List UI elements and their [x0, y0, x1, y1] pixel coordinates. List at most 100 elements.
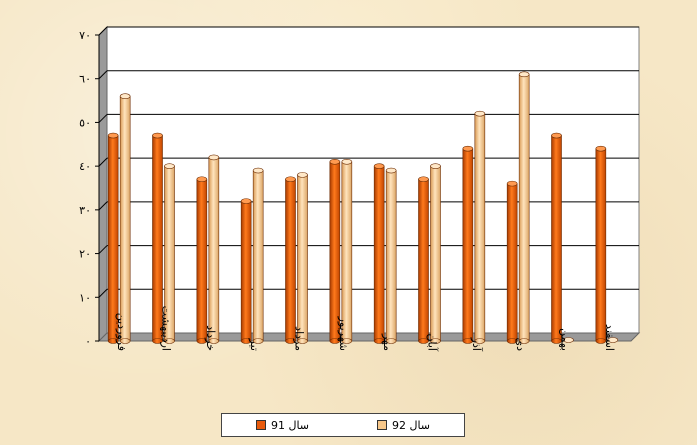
bar-body [551, 135, 562, 342]
bar-top [119, 93, 131, 99]
bar-series-1 [595, 145, 607, 344]
bar-top [329, 158, 341, 165]
bar-series-2 [252, 167, 264, 344]
x-tick-label: فروردین [115, 313, 128, 351]
bar-body [119, 95, 131, 342]
bar-base [329, 338, 341, 344]
bars [107, 71, 619, 344]
bar-top [107, 132, 119, 139]
bar-base [164, 338, 175, 344]
bar-series-1 [551, 132, 562, 344]
bar-body [285, 178, 296, 342]
x-tick-label: اسفند [603, 324, 616, 351]
bar-zero [563, 337, 574, 343]
bar-series-1 [285, 176, 296, 344]
bar-base [196, 338, 208, 344]
x-tick-label: تیر [248, 338, 261, 351]
legend: سال 91 سال 92 [221, 413, 465, 437]
bar-series-1 [152, 132, 163, 344]
bar-top [196, 176, 208, 183]
bar-body [518, 74, 530, 342]
bar-series-1 [329, 158, 341, 344]
bar-series-1 [196, 176, 208, 344]
bar-top [152, 132, 163, 139]
gridline-depth [98, 245, 108, 254]
bar-top [285, 176, 296, 183]
bar-series-2 [297, 172, 308, 344]
bar-series-2 [164, 163, 175, 344]
bar-base [418, 338, 429, 344]
legend-item-series-2: سال 92 [376, 418, 431, 432]
bar-series-1 [107, 132, 119, 344]
bar-series-2 [208, 154, 220, 344]
bar-top [240, 198, 252, 204]
bar-series-1 [373, 163, 385, 344]
legend-item-series-1: سال 91 [255, 419, 309, 432]
bar-top [474, 110, 486, 117]
y-tick-label: ٢٠ [79, 248, 91, 261]
bar-body [418, 178, 429, 342]
bar-series-1 [462, 145, 474, 344]
bar-series-2 [430, 163, 441, 344]
gridline-depth [98, 26, 108, 36]
bar-top [506, 180, 518, 187]
legend-swatch-series-1 [255, 420, 266, 430]
bar-base [462, 338, 474, 344]
bar-base [152, 338, 163, 344]
plot-floor [97, 332, 641, 342]
x-tick-label: بهمن [559, 328, 572, 351]
bar-series-1 [418, 176, 429, 344]
bar-base [252, 338, 264, 344]
gridline-depth [98, 114, 108, 123]
bar-series-1 [506, 180, 518, 344]
bar-top [373, 163, 385, 169]
bar-zero [607, 337, 619, 343]
bar-top [551, 132, 562, 139]
x-tick-label: اردیبهشت [160, 306, 173, 351]
bar-base [240, 338, 252, 344]
plot-area [97, 25, 641, 343]
bar-body [385, 170, 397, 342]
bar-series-2 [607, 337, 619, 343]
y-tick-label: ١٠ [79, 291, 91, 304]
y-tick-label: ٦٠ [79, 73, 91, 86]
gridline-depth [98, 70, 108, 80]
bar-base [373, 338, 385, 344]
x-tick-label: مرداد [293, 326, 306, 351]
bar-body [474, 113, 486, 342]
bar-base [341, 338, 353, 344]
gridline-depth [98, 157, 108, 167]
y-tick-label: ٧٠ [79, 29, 91, 42]
bar-top [430, 163, 441, 169]
bar-base [474, 338, 486, 344]
bar-top [518, 71, 530, 78]
x-tick-label: دی [514, 337, 527, 351]
gridline-depth [98, 288, 108, 298]
bar-body [297, 174, 308, 342]
bar-top [208, 154, 220, 161]
bar-body [462, 148, 474, 342]
gridlines [98, 26, 639, 298]
bar-body [595, 148, 607, 342]
bar-body [208, 157, 220, 342]
legend-label-series-2: سال 92 [391, 418, 431, 432]
bar-series-2 [518, 71, 530, 344]
bar-series-2 [474, 110, 486, 344]
bar-series-2 [119, 93, 131, 344]
bar-base [518, 338, 530, 344]
bar-base [208, 338, 220, 344]
gridline-depth [98, 201, 108, 211]
bar-top [595, 145, 607, 152]
y-axis: ٠ ١٠ ٢٠ ٣٠ ٤٠ ٥٠ ٦٠ ٧٠ [79, 29, 100, 348]
bar-base [285, 338, 296, 344]
x-tick-label: مهر [381, 333, 394, 351]
bar-base [551, 338, 562, 344]
bar-body [506, 183, 518, 342]
bar-base [119, 338, 131, 344]
y-tick-label: ٣٠ [79, 204, 91, 217]
bar-body [240, 200, 252, 342]
plot-back-wall [106, 26, 640, 334]
bar-body [196, 178, 208, 342]
bar-top [385, 167, 397, 174]
